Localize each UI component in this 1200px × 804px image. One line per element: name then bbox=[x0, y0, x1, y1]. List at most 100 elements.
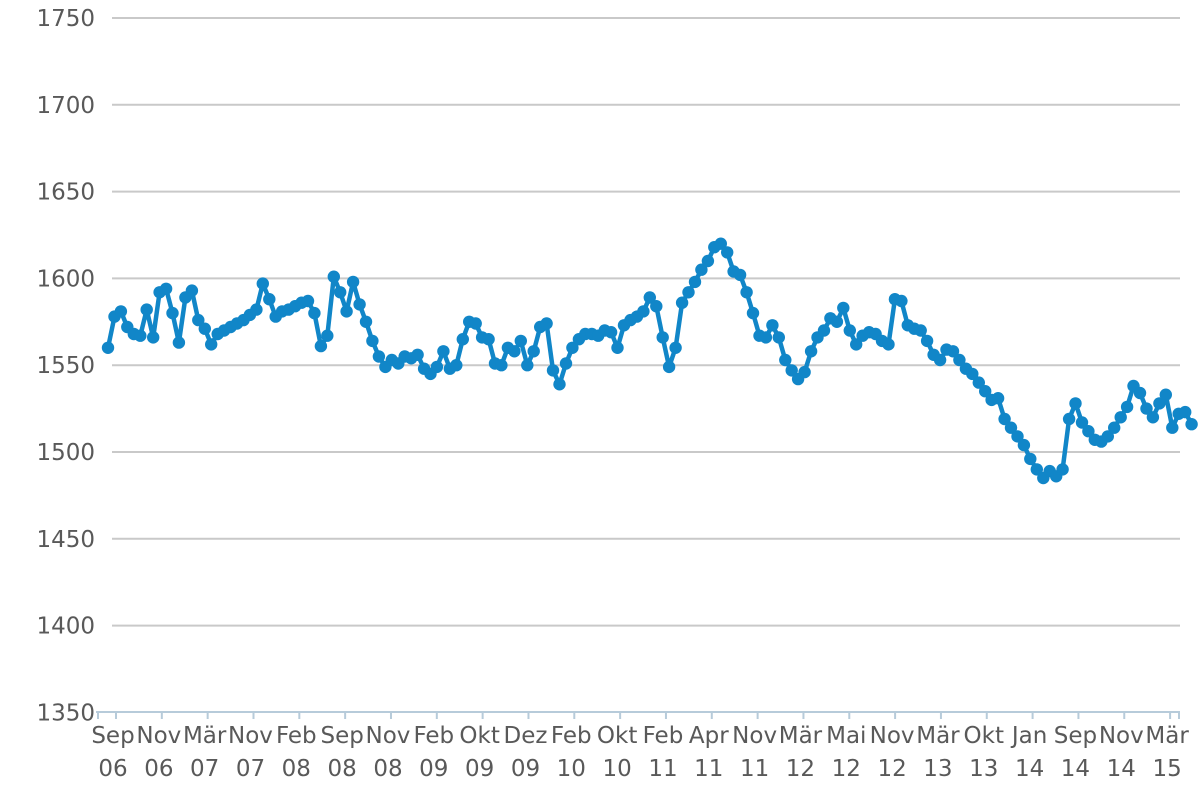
x-axis-tick-label-year: 09 bbox=[511, 756, 540, 782]
series-point bbox=[346, 275, 360, 289]
series-point bbox=[714, 237, 727, 250]
x-axis-tick-label-year: 10 bbox=[557, 756, 586, 782]
series-point bbox=[701, 254, 715, 268]
x-axis-tick-label-month: Mär bbox=[183, 723, 227, 749]
series-point bbox=[1082, 425, 1095, 438]
series-point bbox=[804, 345, 818, 358]
series-point bbox=[1120, 400, 1134, 414]
series-point bbox=[140, 303, 153, 316]
x-axis-tick-label-month: Nov bbox=[732, 723, 777, 749]
series-point bbox=[1166, 421, 1179, 434]
x-axis-tick-label-year: 06 bbox=[98, 756, 127, 782]
series-point bbox=[101, 341, 115, 354]
series-point bbox=[946, 345, 960, 358]
y-axis-tick-label: 1700 bbox=[36, 93, 95, 119]
series-point bbox=[327, 270, 340, 283]
x-axis-tick-label-month: Feb bbox=[276, 723, 317, 749]
series-point bbox=[991, 392, 1005, 405]
series-point bbox=[340, 305, 353, 318]
series-point bbox=[469, 317, 482, 330]
series-point bbox=[953, 353, 966, 367]
series-point bbox=[1075, 416, 1089, 429]
series-point bbox=[798, 365, 811, 379]
series-point bbox=[1159, 388, 1173, 401]
series-point bbox=[514, 334, 527, 348]
x-axis-tick-label-year: 07 bbox=[236, 756, 265, 782]
series-point bbox=[746, 306, 760, 320]
series-point bbox=[147, 331, 160, 344]
series-point bbox=[656, 331, 669, 344]
series-point bbox=[546, 364, 560, 377]
series-point bbox=[682, 286, 695, 299]
series-point bbox=[759, 331, 773, 344]
series-point bbox=[437, 345, 450, 358]
x-axis-tick-label-month: Feb bbox=[643, 723, 684, 749]
series-point bbox=[1024, 452, 1037, 466]
x-axis-tick-label-month: Feb bbox=[413, 723, 454, 749]
series-point bbox=[321, 329, 334, 342]
series-point bbox=[721, 246, 734, 259]
series-point bbox=[192, 313, 205, 327]
x-axis-tick-label-year: 06 bbox=[144, 756, 173, 782]
series-point bbox=[334, 286, 347, 299]
series-point bbox=[669, 341, 682, 354]
series-point bbox=[604, 326, 618, 339]
series-point bbox=[456, 333, 469, 346]
series-point bbox=[134, 329, 147, 342]
series-point bbox=[920, 334, 934, 348]
x-axis-tick-label-month: Mär bbox=[1145, 723, 1189, 749]
x-axis-tick-label-month: Feb bbox=[551, 723, 592, 749]
x-axis-tick-label-year: 10 bbox=[602, 756, 631, 782]
series-point bbox=[817, 324, 831, 337]
y-axis-tick-label: 1650 bbox=[36, 180, 95, 206]
x-axis-tick-label-year: 15 bbox=[1152, 756, 1181, 782]
x-axis-tick-label-year: 14 bbox=[1061, 756, 1090, 782]
series-point bbox=[1179, 405, 1192, 419]
x-axis-tick-label-year: 12 bbox=[877, 756, 906, 782]
x-axis-tick-label-year: 13 bbox=[969, 756, 998, 782]
series-point bbox=[566, 341, 579, 354]
x-axis-tick-label-month: Nov bbox=[870, 723, 915, 749]
series-point bbox=[1185, 418, 1198, 431]
series-point bbox=[1004, 421, 1018, 434]
series-point bbox=[611, 341, 624, 354]
series-point bbox=[966, 367, 979, 381]
y-axis-tick-label: 1750 bbox=[36, 6, 95, 32]
series-point bbox=[314, 339, 328, 353]
x-axis-tick-label-year: 11 bbox=[740, 756, 769, 782]
series-point bbox=[785, 364, 798, 377]
series-point bbox=[1133, 386, 1147, 400]
series-point bbox=[256, 277, 269, 290]
series-point bbox=[1140, 402, 1153, 415]
x-axis-tick-label-month: Sep bbox=[320, 723, 363, 749]
series-point bbox=[250, 303, 263, 316]
x-axis-tick-label-year: 14 bbox=[1015, 756, 1044, 782]
series-point bbox=[166, 306, 179, 320]
series-point bbox=[372, 350, 386, 363]
y-axis-tick-label: 1350 bbox=[36, 700, 95, 726]
series-point bbox=[637, 305, 650, 318]
x-axis-tick-label-month: Okt bbox=[964, 723, 1004, 749]
series-point bbox=[559, 357, 573, 370]
series-point bbox=[850, 338, 863, 351]
series-point bbox=[508, 345, 521, 358]
series-point bbox=[263, 293, 276, 306]
series-point bbox=[1146, 411, 1160, 424]
x-axis-tick-label-month: Jan bbox=[1010, 723, 1047, 749]
series-point bbox=[1056, 463, 1069, 476]
series-point bbox=[1069, 397, 1082, 410]
series-point bbox=[198, 322, 211, 335]
x-axis-tick-label-year: 11 bbox=[648, 756, 677, 782]
series-point bbox=[675, 296, 689, 309]
series-point bbox=[172, 336, 186, 349]
x-axis-tick-label-month: Sep bbox=[91, 723, 134, 749]
series-point bbox=[527, 345, 540, 358]
series-point bbox=[766, 319, 779, 332]
series-point bbox=[1017, 438, 1031, 452]
series-point bbox=[411, 348, 424, 361]
x-axis-tick-label-year: 08 bbox=[328, 756, 357, 782]
y-axis-tick-label: 1550 bbox=[36, 353, 95, 379]
series-point bbox=[979, 385, 992, 398]
series-point bbox=[972, 376, 985, 389]
